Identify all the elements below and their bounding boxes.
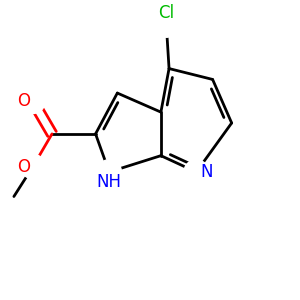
- Text: N: N: [200, 163, 213, 181]
- Circle shape: [154, 13, 178, 37]
- Circle shape: [21, 154, 45, 179]
- Circle shape: [21, 89, 45, 113]
- Text: O: O: [17, 158, 30, 175]
- Circle shape: [184, 160, 208, 184]
- Text: Cl: Cl: [158, 4, 174, 22]
- Circle shape: [97, 160, 122, 184]
- Text: O: O: [17, 92, 30, 110]
- Text: NH: NH: [97, 173, 122, 191]
